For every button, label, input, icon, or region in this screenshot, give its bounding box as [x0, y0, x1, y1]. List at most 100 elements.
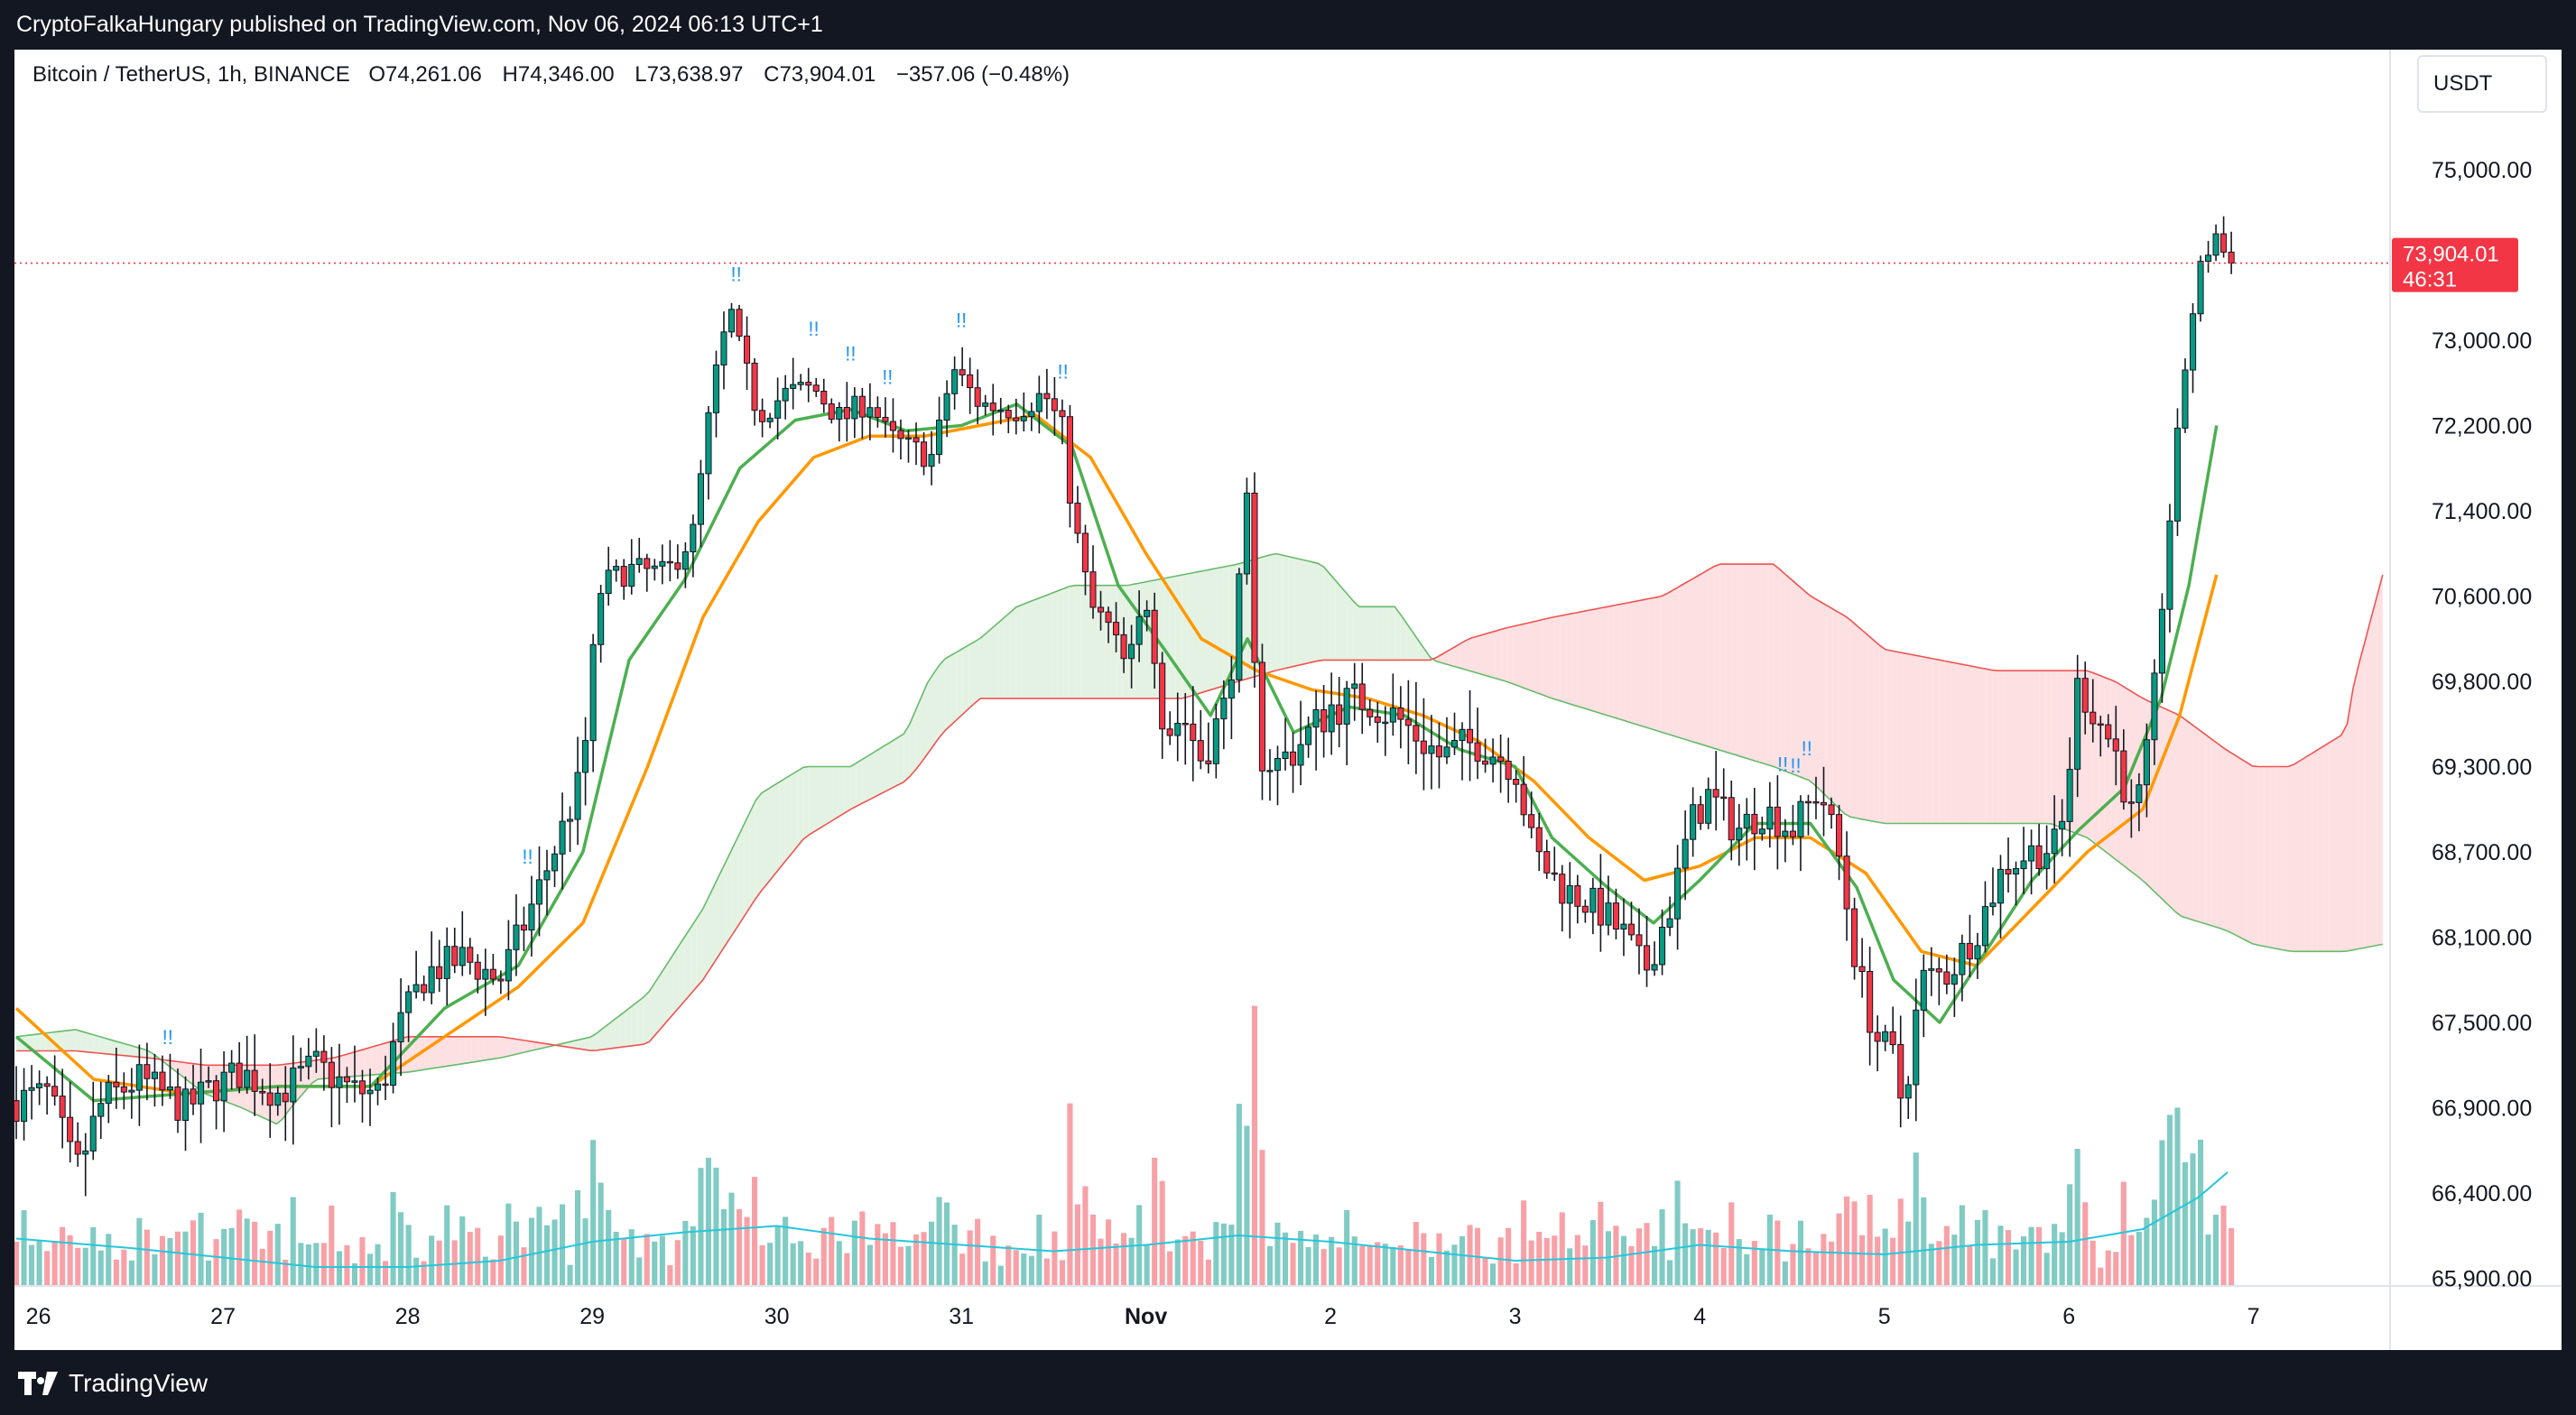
cloud-segment — [1578, 611, 1584, 708]
volume-bar — [1836, 1213, 1842, 1286]
volume-bar — [575, 1190, 581, 1286]
cloud-segment — [448, 1036, 455, 1067]
candle-body — [2220, 233, 2228, 253]
volume-bar — [744, 1216, 750, 1286]
volume-bar — [1174, 1239, 1181, 1286]
candle-body — [1328, 704, 1335, 733]
volume-bar — [2005, 1230, 2011, 1286]
cloud-segment — [75, 1029, 82, 1052]
cloud-segment — [1832, 608, 1839, 809]
candle-body — [1989, 902, 1997, 908]
cloud-segment — [146, 1050, 153, 1059]
close-label: C — [764, 62, 780, 87]
volume-bar — [383, 1261, 389, 1286]
cloud-segment — [1589, 608, 1597, 712]
volume-bar — [2220, 1205, 2227, 1286]
volume-bar — [1497, 1237, 1504, 1286]
volume-bar — [128, 1260, 134, 1286]
candle-body — [651, 565, 658, 569]
cloud-segment — [696, 909, 703, 987]
cloud-segment — [631, 1002, 638, 1046]
cloud-segment — [2247, 762, 2253, 944]
candle-body — [82, 1150, 89, 1155]
chart-frame[interactable]: !!!!!!!!!!!!!!!!!!!!!! 73,904.01 46:31 75… — [14, 50, 2562, 1350]
volume-bar — [690, 1225, 696, 1286]
cloud-segment — [1282, 555, 1289, 670]
cloud-segment — [1536, 619, 1543, 695]
cloud-segment — [1838, 612, 1845, 814]
cloud-segment — [1080, 585, 1088, 698]
volume-bar — [283, 1259, 289, 1286]
volume-bar — [1797, 1220, 1803, 1286]
candle-body — [1374, 716, 1381, 723]
volume-bar — [621, 1239, 627, 1286]
candle-body — [1305, 726, 1312, 745]
volume-bar — [820, 1227, 827, 1286]
cloud-segment — [489, 1036, 496, 1060]
cloud-segment — [1915, 655, 1922, 824]
candle-body — [897, 430, 904, 439]
volume-bar — [144, 1229, 150, 1286]
cloud-segment — [2240, 758, 2247, 941]
volume-bar — [628, 1229, 635, 1286]
candle-body — [1389, 708, 1396, 723]
cloud-segment — [939, 659, 946, 738]
volume-bar — [2067, 1184, 2073, 1286]
cloud-segment — [1619, 603, 1626, 721]
cloud-segment — [1932, 659, 1940, 824]
price-tick-label: 68,100.00 — [2432, 926, 2532, 951]
candle-body — [1228, 679, 1235, 699]
cloud-segment — [2264, 766, 2271, 948]
volume-bar — [236, 1209, 243, 1286]
tradingview-logo[interactable]: TradingView — [18, 1368, 208, 1399]
volume-bar — [1228, 1225, 1235, 1286]
volume-bar — [2028, 1226, 2034, 1286]
publish-line: CryptoFalkaHungary published on TradingV… — [16, 12, 823, 37]
cloud-segment — [649, 982, 655, 1042]
candle-body — [904, 437, 913, 439]
candle-body — [1851, 908, 1858, 967]
candle-body — [1559, 874, 1566, 904]
candle-body — [889, 421, 897, 431]
candle-body — [28, 1087, 35, 1091]
cloud-segment — [2045, 671, 2052, 824]
cloud-segment — [614, 1015, 620, 1049]
cloud-segment — [1441, 651, 1449, 665]
candle-body — [1928, 968, 1935, 971]
candle-body — [1882, 1031, 1889, 1042]
cloud-segment — [998, 617, 1005, 698]
cloud-segment — [2034, 671, 2040, 824]
volume-bar — [1028, 1255, 1034, 1286]
currency-unit-button[interactable]: USDT — [2417, 55, 2547, 113]
cloud-segment — [1175, 575, 1182, 698]
cloud-segment — [2210, 738, 2218, 928]
candle-body — [1797, 800, 1804, 837]
candle-body — [1651, 964, 1658, 971]
candle-body — [220, 1071, 227, 1102]
cloud-segment — [767, 785, 774, 883]
volume-bar — [1106, 1219, 1112, 1286]
candle-body — [2197, 261, 2204, 315]
candle-body — [774, 400, 782, 419]
cloud-segment — [513, 1039, 520, 1055]
cloud-segment — [1418, 640, 1424, 661]
volume-bar — [543, 1225, 550, 1286]
cloud-segment — [270, 1065, 277, 1124]
volume-bar — [1266, 1245, 1273, 1286]
volume-bar — [1405, 1250, 1412, 1286]
time-tick-label: 26 — [26, 1304, 51, 1329]
cloud-segment — [1478, 634, 1484, 675]
candle-body — [1028, 411, 1035, 418]
candle-body — [467, 947, 474, 963]
candle-body — [1720, 796, 1728, 800]
candle-body — [659, 560, 666, 567]
cloud-segment — [1270, 553, 1277, 672]
cloud-segment — [93, 1034, 99, 1053]
cloud-segment — [477, 1036, 484, 1062]
cloud-segment — [619, 1011, 626, 1048]
cloud-segment — [1791, 578, 1797, 776]
cloud-segment — [1708, 566, 1715, 749]
price-tick-label: 73,000.00 — [2432, 328, 2532, 354]
cloud-segment — [2039, 671, 2046, 824]
